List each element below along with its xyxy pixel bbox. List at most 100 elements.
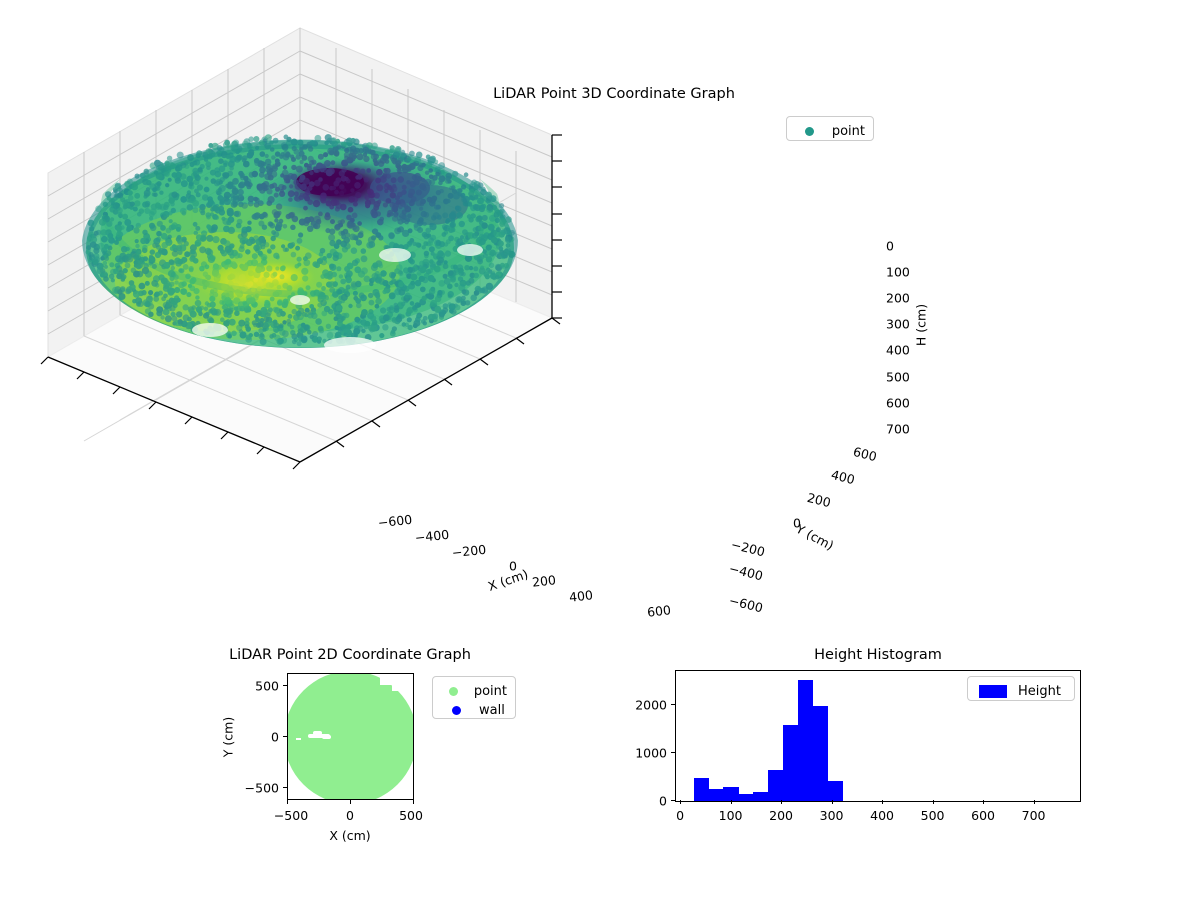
- xhist-tick-label: 0: [676, 808, 685, 823]
- z3d-tick-label: 500: [886, 369, 910, 385]
- chart-hist-legend[interactable]: Height: [967, 676, 1075, 701]
- histogram-bars: [676, 671, 1080, 801]
- histogram-bar: [708, 789, 724, 801]
- xhist-tick-label: 700: [1021, 808, 1046, 823]
- histogram-bar: [738, 794, 754, 801]
- y3d-tick-label: −200: [729, 536, 767, 560]
- xhist-tick-label: 100: [718, 808, 743, 823]
- z3d-tick-label: 100: [886, 264, 910, 280]
- x3d-tick-label: 0: [509, 558, 517, 574]
- chart-hist-title: Height Histogram: [814, 647, 942, 663]
- yhist-tick-label: 2000: [635, 697, 667, 713]
- xhist-tickmark: [781, 800, 783, 804]
- axis-ticks-3d: [40, 134, 562, 470]
- y3d-tick-label: −600: [727, 592, 765, 616]
- yhist-tick-label: 1000: [635, 745, 667, 761]
- legend-entry-point: point: [441, 682, 507, 701]
- point-cloud-gap: [392, 682, 413, 691]
- y3d-tick-label: 0: [793, 515, 801, 531]
- y3d-tick-label: 200: [805, 489, 833, 511]
- histogram-bar: [828, 781, 844, 801]
- yhist-tickmark: [671, 703, 675, 705]
- xhist-tickmark: [680, 800, 682, 804]
- chart-3d-legend[interactable]: point: [786, 116, 874, 141]
- x2d-tickmark: [413, 800, 414, 804]
- histogram-bar: [723, 786, 739, 801]
- y2d-tickmark: [283, 736, 287, 737]
- x2d-tickmark: [350, 800, 351, 804]
- point-cloud-gap: [308, 734, 330, 738]
- chart-3d-frame: [40, 27, 562, 470]
- point-cloud-gap: [380, 674, 413, 685]
- point-cloud-2d: [288, 674, 413, 799]
- y2d-tick-label: −500: [244, 780, 279, 796]
- x3d-tick-label: 200: [531, 572, 557, 590]
- chart-hist-axes[interactable]: [675, 670, 1081, 802]
- x3d-tick-label: 400: [568, 587, 594, 605]
- x2d-tick-label: −500: [273, 808, 309, 823]
- x2d-axis-label: X (cm): [329, 828, 371, 843]
- z3d-tick-label: 200: [886, 290, 910, 306]
- chart-2d-axes[interactable]: [287, 673, 414, 800]
- xhist-tick-label: 300: [819, 808, 844, 823]
- chart-2d-legend[interactable]: point wall: [432, 676, 516, 719]
- xhist-tickmark: [882, 800, 884, 804]
- point-cloud-gap: [296, 738, 301, 740]
- z3d-tick-label: 700: [886, 421, 910, 437]
- legend-label: point: [473, 684, 507, 699]
- x2d-tick-label: 0: [346, 808, 354, 823]
- histogram-bar: [813, 706, 828, 801]
- y2d-tick-label: 0: [271, 729, 279, 745]
- xhist-tick-label: 200: [769, 808, 793, 823]
- xhist-tick-label: 500: [920, 808, 945, 823]
- circle-marker-icon: [441, 687, 466, 696]
- x2d-tickmark: [287, 800, 288, 804]
- x3d-tick-label: 600: [646, 602, 672, 620]
- xhist-tickmark: [831, 800, 833, 804]
- xhist-tickmark: [730, 800, 732, 804]
- point-cloud-gap: [322, 735, 331, 739]
- y3d-tick-label: 600: [851, 443, 879, 465]
- histogram-bar: [693, 777, 709, 801]
- xhist-tick-label: 400: [870, 808, 894, 823]
- x3d-tick-label: −600: [377, 511, 413, 531]
- y3d-axis-label: Y (cm): [793, 520, 837, 554]
- chart-3d-title: LiDAR Point 3D Coordinate Graph: [493, 86, 735, 102]
- x3d-tick-label: −200: [451, 541, 487, 561]
- circle-marker-icon: [441, 706, 471, 715]
- histogram-bar: [798, 679, 814, 801]
- z3d-tick-label: 0: [886, 238, 894, 254]
- y2d-tick-label: 500: [255, 678, 279, 694]
- histogram-bar: [768, 770, 784, 801]
- legend-entry-point: point: [795, 122, 865, 141]
- xhist-tickmark: [983, 800, 985, 804]
- legend-label: Height: [1018, 684, 1061, 699]
- chart-3d-axes[interactable]: [0, 0, 600, 480]
- xhist-tick-label: 600: [971, 808, 995, 823]
- yhist-tickmark: [671, 751, 675, 753]
- z3d-axis-label: H (cm): [913, 303, 929, 347]
- legend-entry-height: Height: [976, 682, 1066, 701]
- x2d-tick-label: 500: [399, 808, 423, 823]
- axis-spines-3d: [47, 135, 553, 463]
- xhist-tickmark: [1033, 800, 1035, 804]
- x3d-tick-label: −400: [414, 526, 450, 546]
- point-markers-3d: [85, 134, 516, 353]
- y2d-axis-label: Y (cm): [220, 716, 236, 758]
- legend-label: wall: [479, 703, 505, 718]
- x3d-axis-label: X (cm): [486, 566, 530, 594]
- circle-marker-icon: [795, 127, 824, 136]
- legend-entry-wall: wall: [441, 701, 507, 720]
- chart-2d-title: LiDAR Point 2D Coordinate Graph: [229, 647, 471, 663]
- xhist-tickmark: [932, 800, 934, 804]
- point-cloud-gap: [313, 731, 322, 735]
- y3d-tick-label: −400: [727, 560, 765, 584]
- y2d-tickmark: [283, 787, 287, 788]
- histogram-bar: [753, 792, 769, 801]
- z3d-tick-label: 600: [886, 395, 910, 411]
- legend-label: point: [831, 124, 865, 139]
- yhist-tick-label: 0: [659, 793, 667, 809]
- bar-patch-icon: [976, 685, 1010, 698]
- y3d-tick-label: 400: [829, 466, 857, 488]
